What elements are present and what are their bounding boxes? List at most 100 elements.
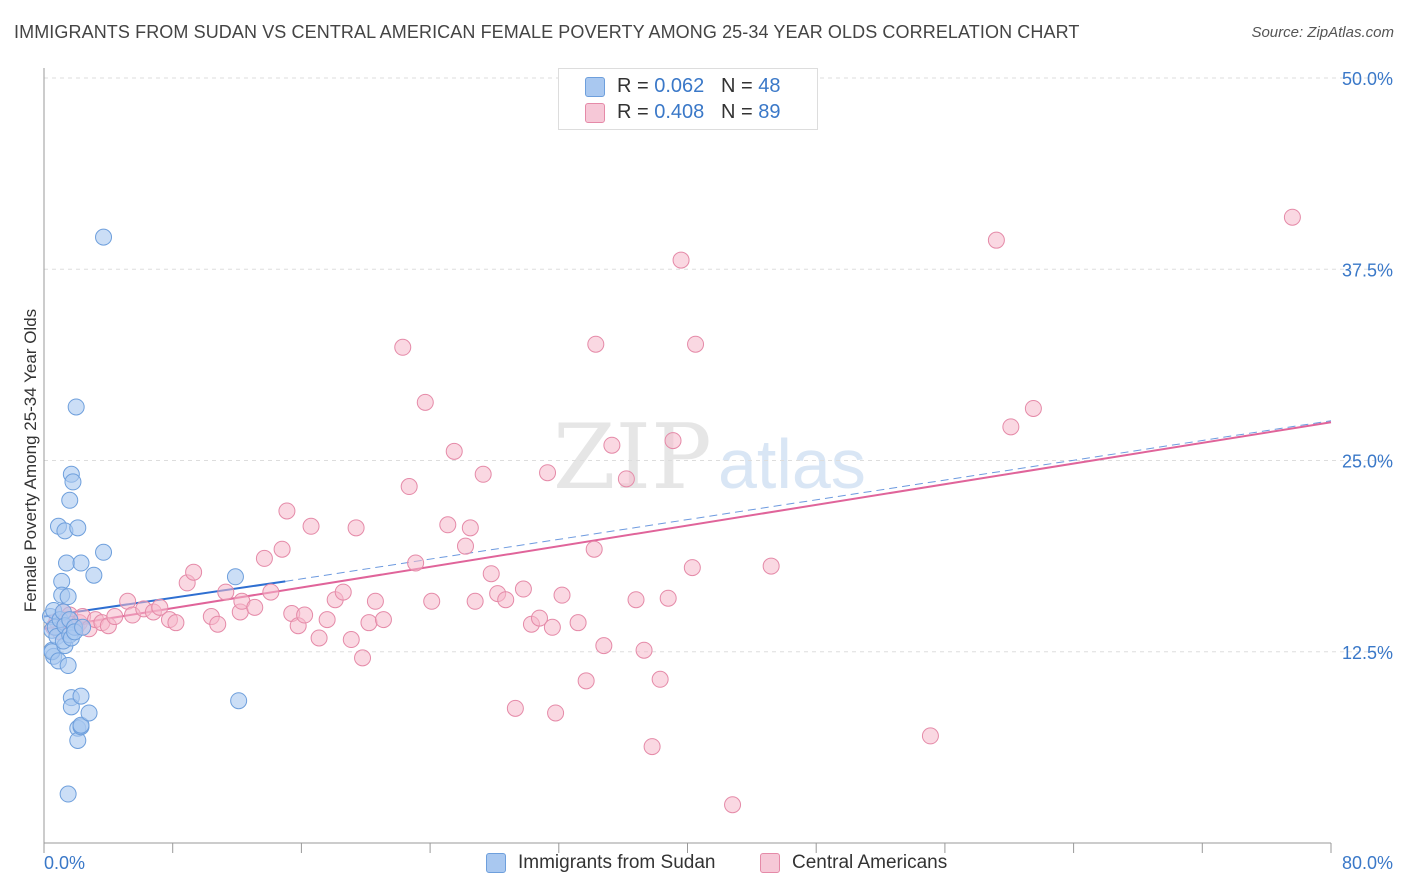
central-point (587, 335, 605, 353)
sudan-point (74, 618, 92, 636)
n-value: 89 (758, 101, 781, 123)
central-point (273, 540, 291, 558)
central-trend-line (43, 421, 1332, 630)
r-value: 0.408 (654, 101, 705, 123)
central-point (318, 611, 336, 629)
source-label: Source: ZipAtlas.com (1251, 24, 1394, 41)
r-label: R = (617, 75, 655, 97)
sudan-point (95, 543, 113, 561)
sudan-point (72, 687, 90, 705)
central-point (497, 591, 515, 609)
sudan-swatch (486, 853, 506, 873)
central-point (651, 670, 669, 688)
central-point (439, 516, 457, 534)
tick-labels: 12.5% 25.0% 37.5% 50.0% 0.0% 80.0% Female Pove… (21, 69, 1393, 873)
central-point (595, 637, 613, 655)
x-tick-label: 80.0% (1342, 853, 1393, 873)
n-label: N = (720, 101, 759, 123)
central-point (360, 614, 378, 632)
central-point (1024, 399, 1042, 417)
central-point (374, 611, 392, 629)
central-point (445, 442, 463, 460)
central-point (217, 583, 235, 601)
central-point (302, 517, 320, 535)
sudan-point (62, 698, 80, 716)
y-axis-label: Female Poverty Among 25-34 Year Olds (21, 309, 40, 612)
legend-row-text: R = 0.062 N = 48 (617, 75, 780, 98)
central-point (514, 580, 532, 598)
central-swatch (585, 103, 605, 123)
central-point (474, 465, 492, 483)
central-point (585, 540, 603, 558)
watermark: ZIP atlas (553, 405, 866, 510)
central-point (334, 583, 352, 601)
central-point (151, 598, 169, 616)
central-swatch (760, 853, 780, 873)
r-value: 0.062 (654, 75, 705, 97)
central-point (506, 699, 524, 717)
central-point (255, 549, 273, 567)
central-point (416, 393, 434, 411)
sudan-point (95, 228, 113, 246)
central-point (762, 557, 780, 575)
central-point (407, 554, 425, 572)
sudan-point (59, 785, 77, 803)
central-point (569, 614, 587, 632)
legend-label: Immigrants from Sudan (518, 852, 716, 873)
central-point (664, 432, 682, 450)
central-point (167, 614, 185, 632)
r-label: R = (617, 101, 655, 123)
central-point (347, 519, 365, 537)
sudan-point (69, 731, 87, 749)
central-point (423, 592, 441, 610)
axes (43, 68, 1332, 853)
central-point (553, 586, 571, 604)
central-point (456, 537, 474, 555)
central-point (209, 615, 227, 633)
central-point (539, 464, 557, 482)
central-point (547, 704, 565, 722)
central-point (466, 592, 484, 610)
central-point (461, 519, 479, 537)
sudan-point (59, 588, 77, 606)
central-point (617, 470, 635, 488)
sudan-trend-extended (285, 420, 1332, 582)
central-point (987, 231, 1005, 249)
sudan-point (64, 473, 82, 491)
gridlines (44, 77, 1393, 653)
sudan-point (61, 491, 79, 509)
sudan-point (85, 566, 103, 584)
central-point (683, 559, 701, 577)
central-point (687, 335, 705, 353)
sudan-point (67, 398, 85, 416)
y-tick-label: 37.5% (1342, 260, 1393, 280)
n-label: N = (720, 75, 759, 97)
central-point (627, 591, 645, 609)
legend-label: Central Americans (792, 852, 948, 873)
central-point (482, 565, 500, 583)
sudan-swatch (585, 77, 605, 97)
central-point (400, 478, 418, 496)
sudan-point (59, 657, 77, 675)
sudan-point (226, 568, 244, 586)
central-point (394, 338, 412, 356)
sudan-point (58, 554, 76, 572)
central-point (577, 672, 595, 690)
central-point (262, 583, 280, 601)
central-point (246, 598, 264, 616)
central-point (921, 727, 939, 745)
central-point (296, 606, 314, 624)
x-tick-label: 0.0% (44, 853, 85, 873)
sudan-point (72, 554, 90, 572)
chart-title: IMMIGRANTS FROM SUDAN VS CENTRAL AMERICA… (14, 22, 1080, 42)
central-point (643, 738, 661, 756)
central-point (543, 618, 561, 636)
sudan-point (69, 519, 87, 537)
central-point (659, 589, 677, 607)
central-point (278, 502, 296, 520)
watermark-atlas: atlas (718, 425, 866, 503)
central-point (310, 629, 328, 647)
y-tick-label: 12.5% (1342, 643, 1393, 663)
central-point (635, 641, 653, 659)
